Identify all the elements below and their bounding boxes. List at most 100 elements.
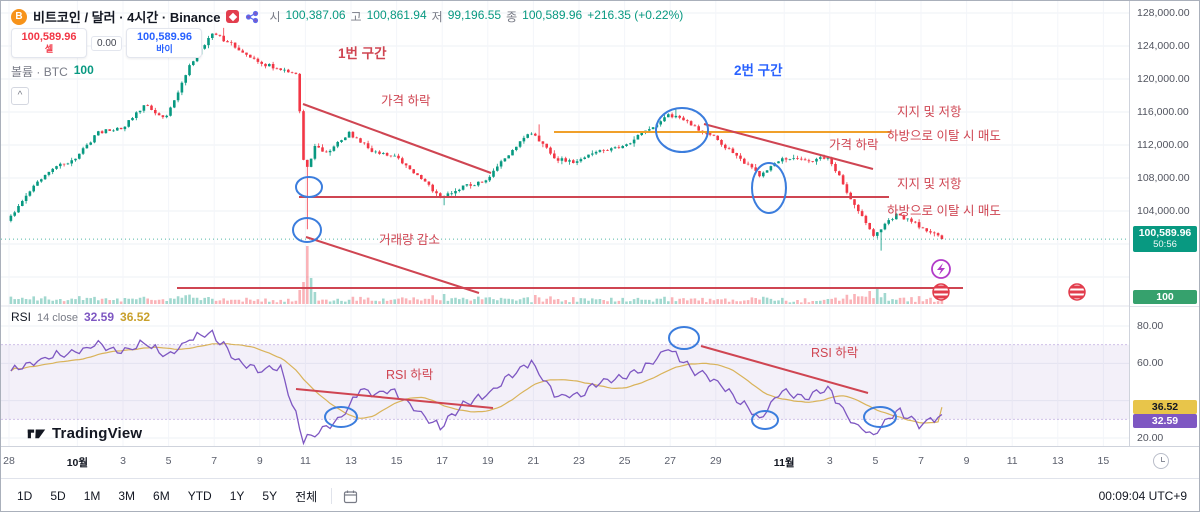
time-axis-label: 11 [299,455,311,467]
volume-indicator-legend[interactable]: 볼륨 · BTC 100 [11,63,94,80]
spread-value: 0.00 [91,35,123,51]
drawing-circle[interactable] [751,410,779,430]
rsi-ma-badge: 36.52 [1133,400,1197,415]
close-label: 종 [506,10,518,24]
drawing-text[interactable]: RSI 하락 [386,368,434,382]
buy-label: 바이 [156,44,173,54]
open-label: 시 [269,10,281,24]
drawing-text[interactable]: 거래량 감소 [379,233,440,247]
time-axis-label: 15 [1097,455,1110,467]
drawing-text[interactable]: RSI 하락 [811,346,859,360]
striped-ball-sticker-icon[interactable] [932,283,950,301]
time-axis-label: 3 [120,455,126,467]
drawing-circle[interactable] [295,176,323,198]
drawing-trendline[interactable] [703,123,874,170]
rsi-value: 32.59 [84,310,115,324]
price-scale-label: 60.00 [1137,357,1164,370]
sell-button[interactable]: 100,589.96 셀 [11,28,87,58]
candle-wicks-down [63,27,943,240]
range-button-1d[interactable]: 1D [17,489,33,503]
drawing-text[interactable]: 가격 하락 [381,94,431,108]
drawing-circle[interactable] [655,107,709,153]
drawing-trendline[interactable] [302,103,492,174]
drawing-trendline[interactable] [305,236,480,294]
rsi-ma-value: 36.52 [120,310,151,324]
clock-icon[interactable] [1153,453,1169,469]
price-scale-label: 20.00 [1137,432,1164,444]
buy-sell-widget: 100,589.96 셀 0.00 100,589.96 바이 [11,28,203,58]
drawing-text[interactable]: 하방으로 이탈 시 매도 [887,204,1001,218]
time-axis-label: 11 [1006,455,1018,467]
bar-countdown: 50:56 [1153,239,1177,251]
sell-price: 100,589.96 [21,31,77,43]
drawing-text[interactable]: 2번 구간 [734,62,783,78]
time-axis-label: 7 [918,455,924,467]
volume-bars-down [62,246,944,304]
price-scale-label: 112,000.00 [1137,139,1189,151]
rsi-band [1,344,1129,420]
drawing-text[interactable]: 가격 하락 [829,138,879,152]
price-scale-label: 128,000.00 [1137,7,1190,19]
range-button-5d[interactable]: 5D [50,489,66,503]
collapse-pane-button[interactable]: ^ [11,87,29,105]
session-clock[interactable]: 00:09:04 UTC+9 [1098,489,1187,503]
drawing-trendline[interactable] [295,388,494,409]
price-scale-axis[interactable]: 100,589.96 50:56 100 36.52 32.59 128,000… [1129,1,1199,446]
volume-value-badge: 100 [1133,290,1197,304]
last-price-badge: 100,589.96 50:56 [1133,226,1197,253]
time-axis-label: 9 [963,455,970,467]
date-range-buttons: 1D 5D 1M 3M 6M YTD 1Y 5Y 전체 [9,485,325,508]
bottom-toolbar: 1D 5D 1M 3M 6M YTD 1Y 5Y 전체 00:09:04 UTC+9 [1,478,1199,511]
rsi-value-badge: 32.59 [1133,414,1197,429]
buy-button[interactable]: 100,589.96 바이 [126,28,203,58]
last-price-value: 100,589.96 [1138,227,1192,240]
time-axis-label: 17 [436,455,449,467]
time-axis-label: 13 [1051,455,1064,467]
drawing-circle[interactable] [292,217,322,243]
ohlc-values: 시 100,387.06 고 100,861.94 저 99,196.55 종 100,… [269,8,683,25]
range-button-ytd[interactable]: YTD [187,489,212,503]
symbol-legend: B 비트코인 / 달러 · 4시간 · Binance 시 100,387.06 … [11,7,683,26]
time-axis-label: 11월 [773,457,795,469]
drawing-text[interactable]: 하방으로 이탈 시 매도 [887,129,1001,143]
drawing-trendline[interactable] [700,345,869,394]
tradingview-logo[interactable]: TradingView [27,424,142,443]
rsi-line [10,329,943,446]
time-axis-label: 19 [481,455,494,467]
lightning-sticker-icon[interactable] [931,259,951,279]
drawing-text[interactable]: 지지 및 저항 [897,177,962,191]
time-axis[interactable]: 28 10월 3 5 7 9 11 13 15 17 19 21 23 25 27 29 11월 3 5 7 9 11 13… [1,446,1199,478]
rsi-ma-line [10,343,943,424]
range-button-1y[interactable]: 1Y [229,489,245,503]
drawing-circle[interactable] [751,162,787,214]
range-button-6m[interactable]: 6M [153,489,170,503]
price-scale-label: 104,000.00 [1137,205,1190,217]
close-value: 100,589.96 [522,8,583,22]
drawing-text[interactable]: 지지 및 저항 [897,105,962,119]
time-axis-label: 28 [3,455,15,467]
price-scale-label: 124,000.00 [1137,40,1190,52]
drawing-text[interactable]: 1번 구간 [338,45,387,61]
high-label: 고 [350,10,362,24]
price-scale-label: 116,000.00 [1137,106,1189,118]
open-value: 100,387.06 [285,8,346,22]
symbol-title[interactable]: 비트코인 / 달러 · 4시간 · Binance [33,10,221,25]
range-button-all[interactable]: 전체 [295,489,318,504]
rsi-name: RSI [11,310,32,324]
rsi-indicator-legend[interactable]: RSI 14 close 32.59 36.52 [11,310,150,324]
time-axis-label: 29 [709,455,722,467]
range-button-3m[interactable]: 3M [118,489,136,503]
chart-area[interactable]: 1번 구간 가격 하락 거래량 감소 2번 구간 지지 및 저항 하방으로 이탈 시 매도… [1,1,1199,446]
go-to-date-button[interactable] [338,485,362,507]
range-button-1m[interactable]: 1M [83,489,101,503]
drawing-circle[interactable] [668,326,700,350]
striped-ball-sticker-icon[interactable] [1068,283,1086,301]
drawing-circle[interactable] [863,406,897,428]
share-icon[interactable] [245,10,259,24]
volume-bars-up [9,278,910,304]
range-button-5y[interactable]: 5Y [262,489,278,503]
sell-label: 셀 [44,44,54,54]
drawing-circle[interactable] [324,406,358,428]
